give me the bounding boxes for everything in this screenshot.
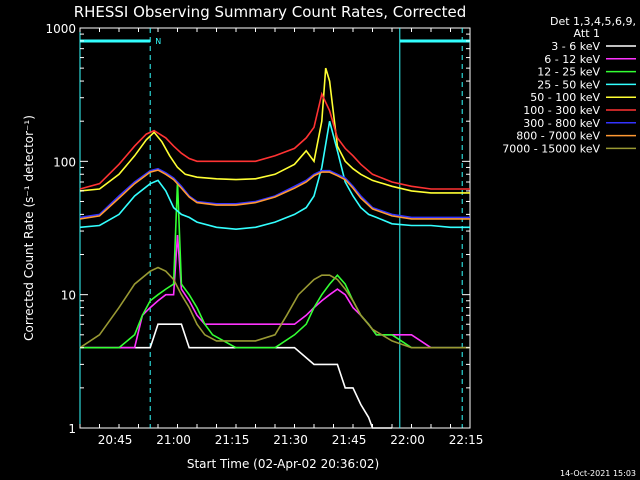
flag-bars: N <box>80 37 470 46</box>
series-line-4 <box>79 67 470 194</box>
y-tick-label-2: 100 <box>53 155 76 169</box>
legend-header-line-2: Att 1 <box>574 27 600 40</box>
timestamp: 14-Oct-2021 15:03 <box>560 469 636 478</box>
x-tick-label-4: 21:45 <box>332 433 367 447</box>
legend-label-8: 7000 - 15000 keV <box>502 142 600 155</box>
legend-label-6: 300 - 800 keV <box>523 117 600 130</box>
x-axis-label: Start Time (02-Apr-02 20:36:02) <box>187 457 379 471</box>
series-line-1 <box>80 234 470 349</box>
series-line-5 <box>79 91 470 190</box>
series-line-2 <box>80 181 470 349</box>
x-tick-label-3: 21:30 <box>273 433 308 447</box>
x-tick-label-2: 21:15 <box>215 433 250 447</box>
legend-label-4: 50 - 100 keV <box>530 91 600 104</box>
legend-label-7: 800 - 7000 keV <box>516 130 600 143</box>
y-tick-label-3: 1000 <box>45 22 76 36</box>
legend-label-1: 6 - 12 keV <box>544 53 600 66</box>
chart-title: RHESSI Observing Summary Count Rates, Co… <box>74 3 467 21</box>
y-tick-label-0: 1 <box>68 422 76 436</box>
series-line-7 <box>79 169 470 220</box>
series-line-3 <box>79 120 470 231</box>
y-axis-label: Corrected Count Rate (s⁻¹ detector⁻¹) <box>22 115 36 341</box>
y-tick-label-1: 10 <box>61 289 76 303</box>
plot-frame <box>79 27 471 429</box>
series-line-8 <box>79 266 470 349</box>
legend-label-0: 3 - 6 keV <box>551 40 600 53</box>
y-axis: 1 10 100 1000 <box>45 22 470 436</box>
legend-label-3: 25 - 50 keV <box>537 78 600 91</box>
x-tick-label-0: 20:45 <box>98 433 133 447</box>
x-tick-label-5: 22:00 <box>390 433 425 447</box>
legend-label-5: 100 - 300 keV <box>523 104 600 117</box>
series-line-6 <box>79 167 470 219</box>
legend-label-2: 12 - 25 keV <box>537 66 600 79</box>
x-tick-label-6: 22:15 <box>449 433 484 447</box>
x-tick-label-1: 21:00 <box>156 433 191 447</box>
flag-label: N <box>155 37 161 46</box>
legend-header-line-1: Det 1,3,4,5,6,9, <box>550 15 636 28</box>
x-axis: 20:45 21:00 21:15 21:30 21:45 22:00 22:15 <box>79 28 484 447</box>
series-line-0 <box>80 323 392 429</box>
series-lines <box>79 67 470 429</box>
vertical-markers <box>79 28 463 428</box>
